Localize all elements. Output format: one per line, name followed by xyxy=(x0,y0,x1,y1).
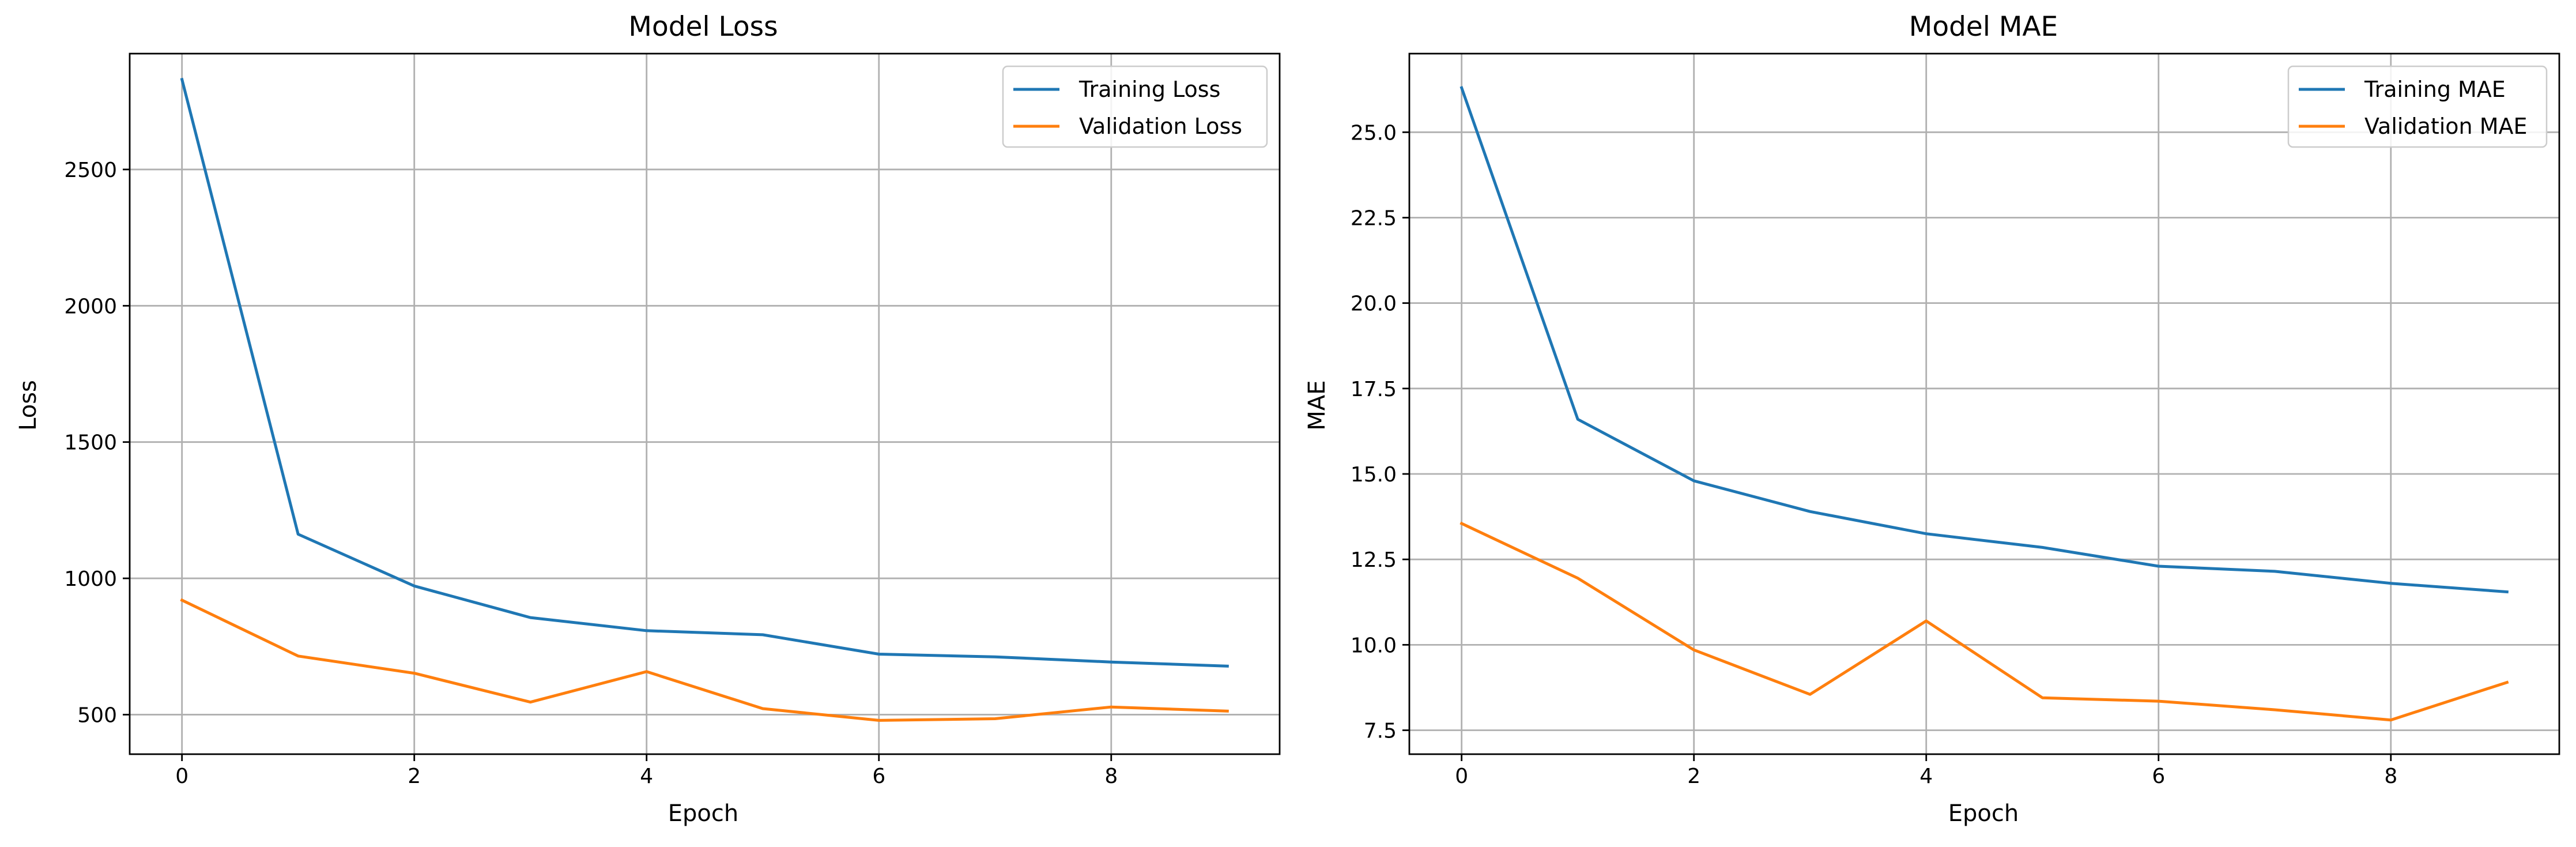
loss-chart-ylabel: Loss xyxy=(15,380,42,431)
mae-xtick-label-1: 2 xyxy=(1687,765,1700,788)
loss-ytick-label-0: 500 xyxy=(77,703,117,727)
mae-ytick-label-1: 10.0 xyxy=(1351,634,1397,657)
loss-chart: Model Loss Epoch Loss 0 2 4 6 8 500 1000 1500 20… xyxy=(15,11,1281,827)
loss-axes-frame xyxy=(129,52,1281,755)
mae-ytick-label-5: 20.0 xyxy=(1351,292,1397,316)
mae-series-line-0 xyxy=(1459,86,2509,594)
loss-chart-title: Model Loss xyxy=(628,11,778,43)
loss-legend-box xyxy=(1002,65,1268,148)
mae-xtick-label-4: 8 xyxy=(2384,765,2397,788)
loss-xtick-label-0: 0 xyxy=(175,765,188,788)
loss-xtick-label-1: 2 xyxy=(408,765,421,788)
mae-chart-title: Model MAE xyxy=(1909,11,2058,43)
mae-axes-frame xyxy=(1408,52,2560,755)
loss-ytick-label-2: 1500 xyxy=(64,431,117,455)
mae-legend-label-0: Training MAE xyxy=(2364,77,2506,102)
loss-xtick-label-4: 8 xyxy=(1104,765,1118,788)
mae-ytick-label-4: 17.5 xyxy=(1351,378,1397,401)
mae-ytick-label-3: 15.0 xyxy=(1351,463,1397,487)
mae-xtick-label-3: 6 xyxy=(2152,765,2165,788)
mae-chart-xlabel: Epoch xyxy=(1948,800,2019,827)
loss-legend-label-0: Training Loss xyxy=(1078,77,1220,102)
loss-ytick-label-4: 2500 xyxy=(64,159,117,182)
loss-xtick-label-3: 6 xyxy=(872,765,885,788)
loss-chart-xlabel: Epoch xyxy=(668,800,738,827)
mae-ytick-label-6: 22.5 xyxy=(1351,206,1397,230)
mae-xtick-label-0: 0 xyxy=(1455,765,1468,788)
mae-series-line-1 xyxy=(1459,521,2509,722)
loss-xtick-label-2: 4 xyxy=(640,765,653,788)
mae-ytick-label-0: 7.5 xyxy=(1364,720,1397,743)
mae-ytick-label-7: 25.0 xyxy=(1351,121,1397,145)
mae-legend-box xyxy=(2287,65,2548,148)
mae-ytick-label-2: 12.5 xyxy=(1351,548,1397,572)
loss-series-line-0 xyxy=(180,77,1229,668)
loss-ytick-label-3: 2000 xyxy=(64,295,117,318)
mae-chart-ylabel: MAE xyxy=(1304,380,1330,430)
mae-chart: Model MAE Epoch MAE 0 2 4 6 8 7.5 10.0 12.5 15.0… xyxy=(1304,11,2560,827)
loss-legend-label-1: Validation Loss xyxy=(1079,114,1242,139)
loss-ytick-label-1: 1000 xyxy=(64,567,117,591)
mae-xtick-label-2: 4 xyxy=(1919,765,1933,788)
loss-series-line-1 xyxy=(180,598,1229,722)
mae-legend-label-1: Validation MAE xyxy=(2364,114,2528,139)
